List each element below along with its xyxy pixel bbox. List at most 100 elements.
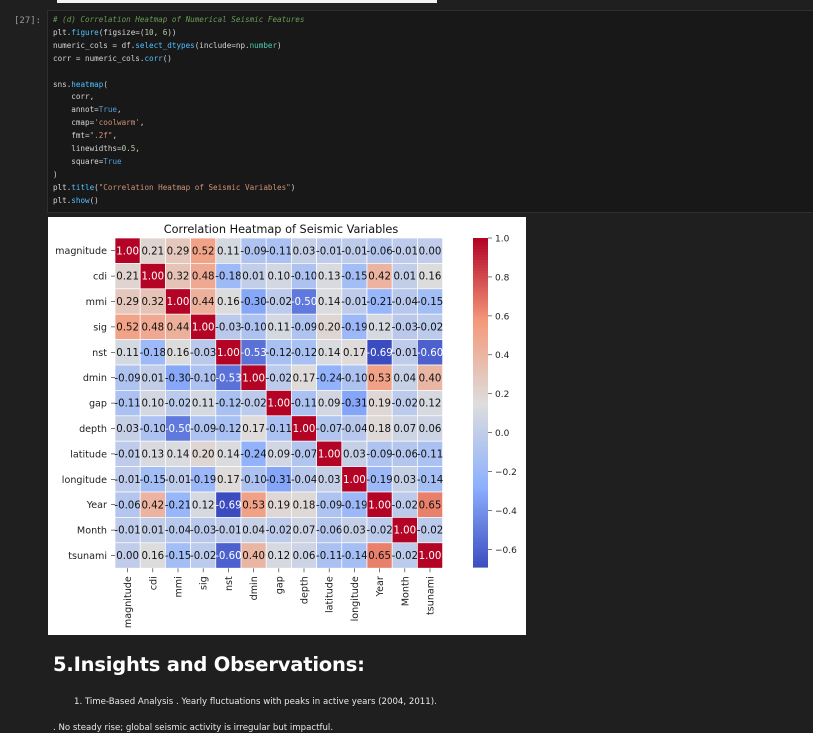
heatmap-cell	[190, 491, 217, 518]
code-token: 10	[144, 27, 154, 37]
cell-value-label: 1.00	[217, 348, 240, 359]
code-line: # (d) Correlation Heatmap of Numerical S…	[53, 15, 304, 24]
colorbar-segment	[473, 397, 488, 401]
heatmap-cell	[215, 288, 242, 315]
cell-value-label: -0.03	[190, 526, 216, 537]
heatmap-cell	[366, 542, 393, 569]
code-token: ,	[153, 27, 163, 37]
colorbar-segment	[473, 462, 488, 467]
cell-value-label: 0.01	[393, 272, 416, 283]
cell-value-label: 0.13	[141, 450, 164, 461]
heatmap-cell	[391, 313, 418, 340]
colorbar-segment	[473, 238, 488, 242]
cell-value-label: 1.00	[343, 475, 366, 486]
code-token: select_dtypes	[135, 40, 195, 50]
heatmap-cell	[190, 390, 217, 417]
colorbar-segment	[473, 556, 488, 560]
cell-value-label: -0.06	[392, 450, 418, 461]
cell-value-label: -0.12	[215, 399, 241, 410]
cell-value-label: -0.01	[341, 297, 367, 308]
code-token: show	[71, 195, 90, 205]
cell-value-label: 0.32	[167, 272, 190, 283]
colorbar-segment	[473, 347, 488, 352]
cell-value-label: 1.00	[293, 424, 316, 435]
colorbar-segment	[473, 355, 488, 360]
colorbar-tick-label: 0.0	[495, 429, 510, 439]
heatmap-cell	[291, 415, 317, 442]
colorbar-segment	[473, 482, 488, 486]
code-token: sns.	[53, 79, 72, 89]
colorbar-segment	[473, 276, 488, 280]
y-tick-label: Month	[77, 526, 107, 537]
heatmap-cell	[366, 440, 393, 467]
heatmap-cell	[417, 440, 443, 467]
code-token: ,	[139, 118, 145, 128]
cell-value-label: 0.01	[141, 526, 164, 537]
heatmap-cell	[417, 542, 443, 569]
heatmap-cell	[341, 440, 368, 467]
x-tick-label: Month	[400, 576, 411, 606]
cell-value-label: 0.19	[267, 500, 290, 511]
cell-value-label: 0.52	[192, 246, 215, 257]
heatmap-cell	[114, 288, 141, 315]
cell-value-label: -0.03	[215, 323, 241, 334]
cell-output: Correlation Heatmap of Seismic Variables…	[48, 217, 526, 635]
cell-value-label: -0.53	[240, 348, 266, 359]
cell-value-label: -0.50	[165, 424, 191, 435]
colorbar-segment	[473, 416, 488, 420]
cell-value-label: -0.01	[114, 475, 140, 486]
colorbar-tick-label: 1.0	[495, 234, 510, 244]
colorbar-segment	[473, 265, 488, 269]
heatmap-cell	[215, 415, 242, 442]
colorbar-segment	[473, 317, 488, 321]
y-tick-label: tsunami	[68, 551, 107, 562]
colorbar-segment	[473, 322, 488, 327]
y-tick-label: latitude	[70, 449, 107, 460]
heatmap-cell	[366, 364, 393, 391]
code-token: 0.5	[121, 144, 136, 154]
colorbar-segment	[473, 306, 488, 310]
code-cell-editor[interactable]	[47, 10, 813, 213]
cell-value-label: 0.32	[141, 297, 164, 308]
heatmap-cell	[391, 517, 418, 544]
cell-value-label: 0.14	[318, 297, 341, 308]
x-tick-label: tsunami	[426, 576, 437, 615]
y-tick-label: cdi	[93, 272, 107, 283]
cell-value-label: -0.69	[366, 348, 392, 359]
colorbar-segment	[473, 492, 488, 497]
heatmap-cell	[139, 440, 166, 467]
cell-value-label: 0.14	[217, 450, 240, 461]
colorbar-segment	[473, 309, 488, 313]
cell-value-label: 0.16	[217, 297, 240, 308]
cell-value-label: 1.00	[141, 272, 164, 283]
heatmap-cell	[316, 440, 343, 467]
cell-value-label: 1.00	[393, 526, 416, 537]
heatmap-cell	[114, 415, 141, 442]
colorbar-segment	[473, 509, 488, 513]
cell-value-label: -0.06	[366, 246, 392, 257]
code-token: square=	[53, 156, 104, 166]
code-line: cmap='coolwarm',	[53, 118, 144, 127]
cell-value-label: -0.03	[190, 348, 216, 359]
cell-value-label: 0.11	[267, 323, 290, 334]
code-editor-text[interactable]: # (d) Correlation Heatmap of Numerical S…	[53, 14, 304, 208]
x-tick-label: Year	[375, 576, 386, 597]
heatmap-cell	[240, 542, 267, 569]
colorbar-segment	[473, 320, 488, 324]
code-token: title	[71, 182, 95, 192]
cell-value-label: -0.02	[240, 399, 266, 410]
code-token: )	[290, 182, 296, 192]
cell-value-label: 0.12	[368, 323, 391, 334]
colorbar-tick-label: 0.2	[495, 390, 509, 400]
colorbar-segment	[473, 405, 488, 409]
cell-value-label: 0.06	[293, 551, 316, 562]
colorbar-segment	[473, 290, 488, 294]
code-token: (	[94, 182, 99, 192]
cell-value-label: -0.02	[417, 526, 443, 537]
cell-value-label: -0.01	[165, 475, 191, 486]
heatmap-cell	[265, 491, 292, 518]
colorbar-segment	[473, 534, 488, 538]
colorbar-segment	[473, 339, 488, 343]
cell-value-label: -0.21	[366, 297, 392, 308]
colorbar-segment	[473, 410, 488, 415]
